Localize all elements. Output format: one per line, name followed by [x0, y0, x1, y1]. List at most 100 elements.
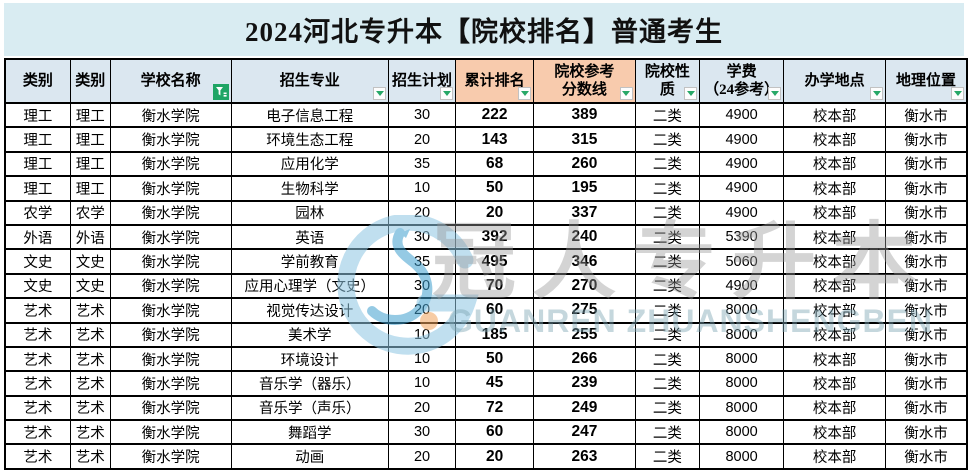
cell[interactable]: 二类: [634, 248, 701, 275]
cell[interactable]: 艺术: [69, 370, 111, 397]
cell[interactable]: 255: [533, 321, 636, 348]
cell[interactable]: 校本部: [783, 223, 887, 251]
cell[interactable]: 衡水市: [885, 126, 968, 153]
column-header-11[interactable]: 地理位置: [885, 58, 968, 104]
cell[interactable]: 30: [388, 272, 457, 300]
cell[interactable]: 美术学: [230, 321, 390, 348]
cell[interactable]: 195: [533, 175, 636, 202]
cell[interactable]: 衡水市: [885, 272, 968, 300]
cell[interactable]: 校本部: [783, 345, 887, 373]
cell[interactable]: 衡水市: [885, 150, 968, 178]
cell[interactable]: 10: [388, 321, 457, 348]
cell[interactable]: 50: [455, 175, 535, 202]
cell[interactable]: 艺术: [69, 297, 111, 324]
cell[interactable]: 校本部: [783, 443, 887, 470]
cell[interactable]: 文史: [69, 272, 111, 300]
cell[interactable]: 20: [455, 199, 535, 226]
cell[interactable]: 70: [455, 272, 535, 300]
cell[interactable]: 农学: [69, 199, 111, 226]
cell[interactable]: 二类: [634, 272, 701, 300]
cell[interactable]: 8000: [699, 394, 785, 422]
cell[interactable]: 艺术: [69, 321, 111, 348]
cell[interactable]: 环境生态工程: [230, 126, 390, 153]
cell[interactable]: 园林: [230, 199, 390, 226]
cell[interactable]: 4900: [699, 126, 785, 153]
filter-dropdown-icon[interactable]: [951, 87, 964, 100]
column-header-8[interactable]: 院校性 质: [634, 58, 701, 104]
cell[interactable]: 337: [533, 199, 636, 226]
cell[interactable]: 艺术: [4, 297, 71, 324]
cell[interactable]: 260: [533, 150, 636, 178]
cell[interactable]: 校本部: [783, 272, 887, 300]
cell[interactable]: 艺术: [4, 394, 71, 422]
cell[interactable]: 35: [388, 248, 457, 275]
cell[interactable]: 衡水学院: [109, 394, 232, 422]
cell[interactable]: 衡水市: [885, 394, 968, 422]
cell[interactable]: 应用心理学（文史）: [230, 272, 390, 300]
cell[interactable]: 185: [455, 321, 535, 348]
cell[interactable]: 二类: [634, 419, 701, 446]
cell[interactable]: 二类: [634, 175, 701, 202]
cell[interactable]: 艺术: [4, 345, 71, 373]
cell[interactable]: 275: [533, 297, 636, 324]
cell[interactable]: 60: [455, 419, 535, 446]
cell[interactable]: 校本部: [783, 101, 887, 129]
cell[interactable]: 20: [388, 126, 457, 153]
cell[interactable]: 生物科学: [230, 175, 390, 202]
cell[interactable]: 8000: [699, 345, 785, 373]
cell[interactable]: 理工: [69, 150, 111, 178]
cell[interactable]: 衡水市: [885, 370, 968, 397]
column-header-5[interactable]: 招生计划: [388, 58, 457, 104]
cell[interactable]: 346: [533, 248, 636, 275]
filter-dropdown-icon[interactable]: [684, 87, 698, 100]
cell[interactable]: 8000: [699, 321, 785, 348]
filter-dropdown-icon[interactable]: [768, 87, 782, 100]
cell[interactable]: 68: [455, 150, 535, 178]
filter-funnel-icon[interactable]: [212, 84, 229, 100]
cell[interactable]: 艺术: [69, 419, 111, 446]
cell[interactable]: 二类: [634, 297, 701, 324]
cell[interactable]: 4900: [699, 175, 785, 202]
cell[interactable]: 495: [455, 248, 535, 275]
cell[interactable]: 263: [533, 443, 636, 470]
cell[interactable]: 10: [388, 370, 457, 397]
cell[interactable]: 143: [455, 126, 535, 153]
cell[interactable]: 校本部: [783, 150, 887, 178]
cell[interactable]: 315: [533, 126, 636, 153]
filter-dropdown-icon[interactable]: [619, 87, 633, 100]
cell[interactable]: 文史: [4, 272, 71, 300]
cell[interactable]: 二类: [634, 394, 701, 422]
cell[interactable]: 衡水市: [885, 199, 968, 226]
filter-dropdown-icon[interactable]: [440, 87, 454, 100]
cell[interactable]: 4900: [699, 199, 785, 226]
cell[interactable]: 农学: [4, 199, 71, 226]
cell[interactable]: 衡水学院: [109, 321, 232, 348]
cell[interactable]: 衡水市: [885, 345, 968, 373]
cell[interactable]: 35: [388, 150, 457, 178]
cell[interactable]: 8000: [699, 370, 785, 397]
filter-dropdown-icon[interactable]: [870, 87, 884, 100]
cell[interactable]: 视觉传达设计: [230, 297, 390, 324]
cell[interactable]: 英语: [230, 223, 390, 251]
cell[interactable]: 衡水市: [885, 297, 968, 324]
cell[interactable]: 二类: [634, 199, 701, 226]
column-header-9[interactable]: 学费 （24参考）: [699, 58, 785, 104]
cell[interactable]: 8000: [699, 443, 785, 470]
cell[interactable]: 266: [533, 345, 636, 373]
cell[interactable]: 衡水市: [885, 223, 968, 251]
cell[interactable]: 衡水市: [885, 419, 968, 446]
cell[interactable]: 20: [455, 443, 535, 470]
cell[interactable]: 二类: [634, 223, 701, 251]
column-header-6[interactable]: 累计排名: [455, 58, 535, 104]
cell[interactable]: 校本部: [783, 370, 887, 397]
cell[interactable]: 校本部: [783, 297, 887, 324]
cell[interactable]: 衡水学院: [109, 419, 232, 446]
cell[interactable]: 学前教育: [230, 248, 390, 275]
cell[interactable]: 衡水学院: [109, 248, 232, 275]
cell[interactable]: 应用化学: [230, 150, 390, 178]
cell[interactable]: 衡水学院: [109, 101, 232, 129]
cell[interactable]: 二类: [634, 443, 701, 470]
cell[interactable]: 衡水市: [885, 443, 968, 470]
cell[interactable]: 校本部: [783, 321, 887, 348]
cell[interactable]: 衡水学院: [109, 199, 232, 226]
